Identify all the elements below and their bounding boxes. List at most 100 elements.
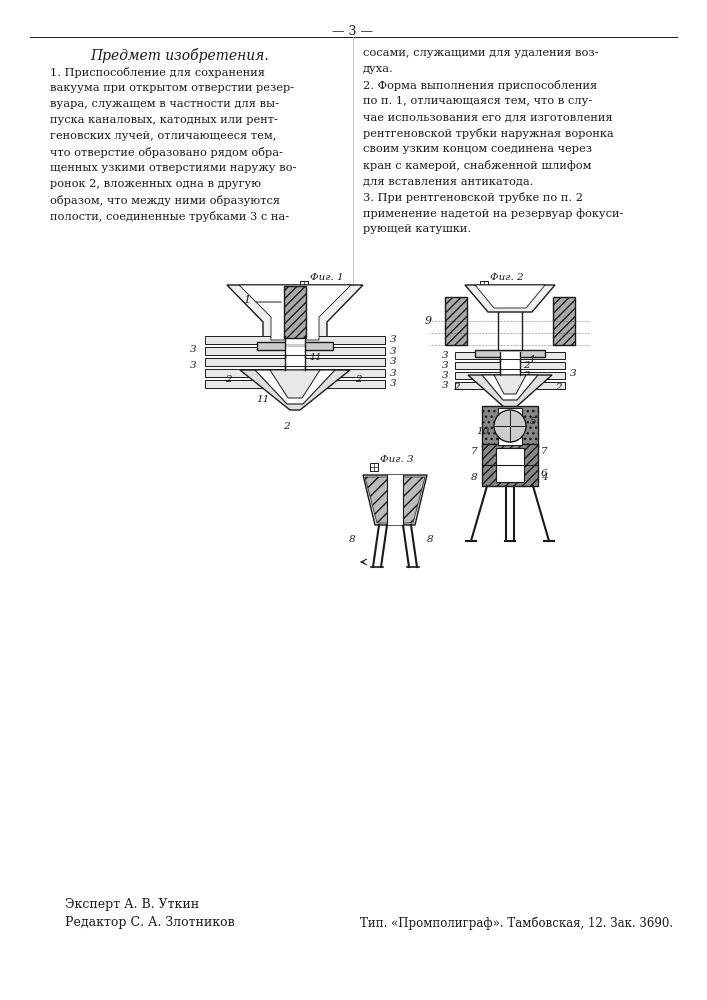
Bar <box>285 347 305 355</box>
Text: 3: 3 <box>443 380 449 389</box>
Text: 11: 11 <box>257 395 270 404</box>
Text: 2: 2 <box>523 370 530 379</box>
Text: 3: 3 <box>390 336 397 344</box>
Text: 6: 6 <box>541 468 548 478</box>
Text: рентгеновской трубки наружная воронка: рентгеновской трубки наружная воронка <box>363 128 614 139</box>
Bar <box>445 297 467 345</box>
Text: Редактор С. А. Злотников: Редактор С. А. Злотников <box>65 916 235 929</box>
Bar <box>285 336 305 344</box>
Text: что отверстие образовано рядом обра-: что отверстие образовано рядом обра- <box>50 147 283 158</box>
Text: 7: 7 <box>470 448 477 456</box>
Text: Тип. «Промполиграф». Тамбовская, 12. Зак. 3690.: Тип. «Промполиграф». Тамбовская, 12. Зак… <box>360 916 673 930</box>
Polygon shape <box>363 475 427 525</box>
Bar <box>370 463 378 471</box>
Polygon shape <box>482 375 538 400</box>
Text: для вставления антикатода.: для вставления антикатода. <box>363 176 534 186</box>
Bar <box>285 369 305 377</box>
Text: 3. При рентгеновской трубке по п. 2: 3. При рентгеновской трубке по п. 2 <box>363 192 583 203</box>
Bar <box>498 408 522 445</box>
Text: 11: 11 <box>309 353 322 361</box>
Bar <box>480 281 488 289</box>
Text: 2: 2 <box>523 360 530 369</box>
Text: 2: 2 <box>453 383 460 392</box>
Polygon shape <box>465 285 555 312</box>
Text: 3: 3 <box>443 351 449 360</box>
Bar <box>205 347 385 355</box>
Polygon shape <box>475 285 545 308</box>
Text: Предмет изобретения.: Предмет изобретения. <box>90 48 269 63</box>
Polygon shape <box>239 285 351 340</box>
Text: щенных узкими отверстиями наружу во-: щенных узкими отверстиями наружу во- <box>50 163 296 173</box>
Text: 2: 2 <box>284 422 290 431</box>
Text: применение надетой на резервуар фокуси-: применение надетой на резервуар фокуси- <box>363 208 624 219</box>
Text: 1: 1 <box>243 295 250 305</box>
Text: 8: 8 <box>427 536 433 544</box>
Text: 5: 5 <box>530 418 537 426</box>
Bar <box>500 382 520 389</box>
Circle shape <box>494 410 526 442</box>
Bar <box>285 380 305 388</box>
Text: 3: 3 <box>190 360 197 369</box>
Text: 10: 10 <box>477 428 490 436</box>
Bar <box>475 350 545 357</box>
Text: вуара, служащем в частности для вы-: вуара, служащем в частности для вы- <box>50 99 279 109</box>
Text: своим узким концом соединена через: своим узким концом соединена через <box>363 144 592 154</box>
Text: — 3 —: — 3 — <box>332 25 373 38</box>
Bar <box>455 382 565 389</box>
Polygon shape <box>494 375 526 394</box>
Text: геновских лучей, отличающееся тем,: геновских лучей, отличающееся тем, <box>50 131 276 141</box>
Text: Фиг. 3: Фиг. 3 <box>380 455 414 464</box>
Text: 2. Форма выполнения приспособления: 2. Форма выполнения приспособления <box>363 80 597 91</box>
Text: 3: 3 <box>570 368 577 377</box>
Bar <box>205 369 385 377</box>
Bar <box>500 362 520 369</box>
Text: 3: 3 <box>390 368 397 377</box>
Text: пуска каналовых, катодных или рент-: пуска каналовых, катодных или рент- <box>50 115 278 125</box>
Bar <box>553 297 575 345</box>
Text: 3: 3 <box>443 370 449 379</box>
Bar <box>387 475 403 525</box>
Bar <box>300 281 308 289</box>
Text: 3: 3 <box>390 358 397 366</box>
Text: 2: 2 <box>355 375 361 384</box>
Bar <box>455 372 565 379</box>
Text: 3: 3 <box>190 346 197 355</box>
Text: духа.: духа. <box>363 64 394 74</box>
Bar <box>205 358 385 366</box>
Bar <box>285 358 305 366</box>
Text: ронок 2, вложенных одна в другую: ронок 2, вложенных одна в другую <box>50 179 261 189</box>
Text: 8: 8 <box>470 474 477 483</box>
Polygon shape <box>227 285 363 340</box>
Text: 8: 8 <box>349 536 355 544</box>
Bar <box>455 352 565 359</box>
Text: Фиг. 1: Фиг. 1 <box>310 273 344 282</box>
Bar <box>482 444 538 486</box>
Text: полости, соединенные трубками 3 с на-: полости, соединенные трубками 3 с на- <box>50 211 289 222</box>
Text: 3: 3 <box>443 360 449 369</box>
Text: 3: 3 <box>390 347 397 356</box>
Text: рующей катушки.: рующей катушки. <box>363 224 471 234</box>
Text: чае использования его для изготовления: чае использования его для изготовления <box>363 112 613 122</box>
Text: 1. Приспособление для сохранения: 1. Приспособление для сохранения <box>50 67 265 78</box>
Text: по п. 1, отличающаяся тем, что в слу-: по п. 1, отличающаяся тем, что в слу- <box>363 96 592 106</box>
Polygon shape <box>468 375 552 408</box>
Text: 7: 7 <box>541 448 548 456</box>
Text: 1: 1 <box>528 355 535 365</box>
Text: кран с камерой, снабженной шлифом: кран с камерой, снабженной шлифом <box>363 160 592 171</box>
Text: сосами, служащими для удаления воз-: сосами, служащими для удаления воз- <box>363 48 599 58</box>
Text: 2: 2 <box>555 383 561 392</box>
Text: Фиг. 2: Фиг. 2 <box>490 273 524 282</box>
Polygon shape <box>255 370 335 404</box>
Text: 3: 3 <box>390 379 397 388</box>
Bar <box>500 372 520 379</box>
Bar <box>500 352 520 359</box>
Text: 4: 4 <box>541 474 548 483</box>
Bar <box>496 448 524 482</box>
Text: образом, что между ними образуются: образом, что между ними образуются <box>50 195 280 206</box>
Text: Эксперт А. В. Уткин: Эксперт А. В. Уткин <box>65 898 199 911</box>
Bar <box>205 336 385 344</box>
Bar <box>455 362 565 369</box>
Bar <box>205 380 385 388</box>
Text: 2: 2 <box>300 368 307 377</box>
Text: 9: 9 <box>425 316 432 326</box>
